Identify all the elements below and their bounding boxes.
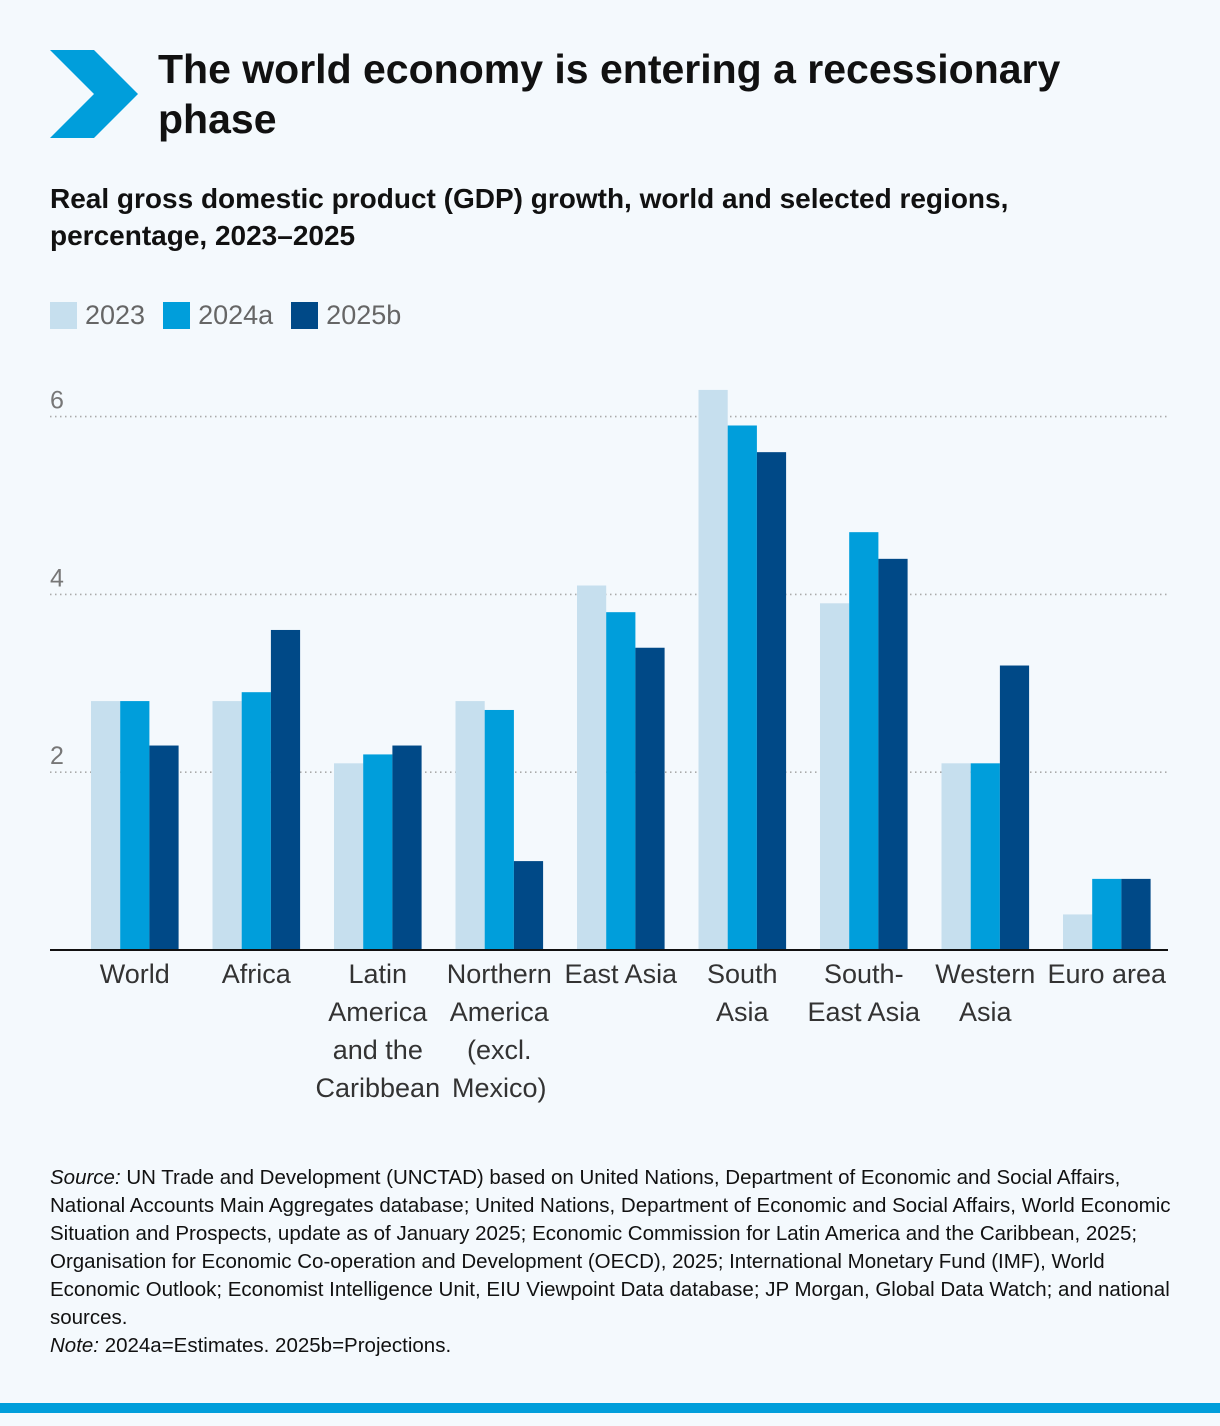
bar-2025b-2	[392, 745, 422, 950]
bar-2023-2	[334, 763, 364, 950]
x-tick-label-line: Africa	[222, 959, 292, 989]
source-text: UN Trade and Development (UNCTAD) based …	[50, 1166, 1171, 1329]
bar-2023-6	[820, 603, 850, 950]
bar-2024a-0	[120, 701, 150, 950]
x-tick-label-line: South-	[824, 959, 904, 989]
x-tick-label-line: Northern	[447, 959, 552, 989]
bar-2025b-4	[635, 647, 665, 950]
x-tick-label-line: South	[707, 959, 778, 989]
x-tick-label-line: Asia	[716, 997, 770, 1027]
bar-2024a-2	[363, 754, 393, 950]
bar-2025b-5	[756, 452, 787, 950]
legend-swatch-2023	[50, 302, 77, 329]
note: Note: 2024a=Estimates. 2025b=Projections…	[50, 1332, 1180, 1360]
legend-item-2024a: 2024a	[163, 300, 273, 331]
bar-2023-0	[91, 701, 121, 950]
x-tick-label-line: America	[450, 997, 550, 1027]
x-tick-label-line: Latin	[349, 959, 408, 989]
chart-subtitle: Real gross domestic product (GDP) growth…	[50, 183, 1009, 251]
bar-2024a-5	[727, 425, 757, 950]
legend-item-2023: 2023	[50, 300, 145, 331]
bar-2023-8	[1063, 914, 1093, 950]
bar-2024a-8	[1092, 878, 1122, 950]
bar-2025b-8	[1121, 878, 1151, 950]
bottom-accent-bar	[0, 1403, 1220, 1413]
x-tick-label-1: Africa	[222, 959, 292, 989]
bar-2025b-3	[513, 861, 544, 950]
x-tick-label-3: Northern America (excl. Mexico)	[447, 959, 552, 1103]
x-tick-label-line: Western	[935, 959, 1035, 989]
bar-2025b-1	[270, 629, 301, 950]
x-tick-label-line: and the	[333, 1035, 423, 1065]
bar-2024a-7	[970, 763, 1000, 950]
legend-label-2024a: 2024a	[198, 300, 274, 330]
legend-item-2025b: 2025b	[291, 300, 401, 331]
x-tick-label-line: World	[100, 959, 170, 989]
x-tick-label-0: World	[100, 959, 170, 989]
x-tick-label-line: East Asia	[808, 997, 922, 1027]
legend-label-2025b: 2025b	[326, 300, 402, 330]
x-tick-label-line: America	[328, 997, 428, 1027]
x-tick-label-6: South- East Asia	[808, 959, 922, 1027]
x-tick-label-7: Western Asia	[935, 959, 1035, 1027]
legend-label-2023: 2023	[85, 300, 146, 330]
chevron-right-icon	[50, 50, 138, 138]
source-note: Source: UN Trade and Development (UNCTAD…	[50, 1164, 1180, 1332]
bar-2024a-4	[606, 612, 636, 950]
legend-swatch-2025b	[291, 302, 319, 329]
bar-chart: 2 4 6 World Africa Latin America and the Caribbe…	[50, 387, 1168, 1103]
legend-swatch-2024a	[163, 302, 191, 329]
bar-2025b-7	[999, 665, 1030, 950]
bar-2023-1	[212, 701, 242, 950]
note-label: Note:	[50, 1334, 99, 1357]
bar-2023-5	[698, 389, 728, 950]
x-tick-label-line: Caribbean	[316, 1073, 441, 1103]
bar-2025b-6	[878, 558, 908, 950]
bar-2024a-6	[849, 532, 879, 950]
legend: 2023 2024a 2025b	[50, 300, 419, 331]
bar-2023-3	[455, 701, 485, 950]
x-tick-label-2: Latin America and the Caribbean	[316, 959, 441, 1103]
x-tick-label-line: Asia	[959, 997, 1013, 1027]
x-tick-label-line: East Asia	[565, 959, 679, 989]
x-tick-label-4: East Asia	[565, 959, 679, 989]
source-label: Source:	[50, 1166, 121, 1189]
x-tick-label-8: Euro area	[1048, 959, 1168, 989]
bar-2023-7	[941, 763, 971, 950]
x-tick-label-5: South Asia	[707, 959, 778, 1027]
note-text: 2024a=Estimates. 2025b=Projections.	[99, 1334, 452, 1357]
bar-2025b-0	[149, 745, 179, 950]
page-title: The world economy is entering a recessio…	[158, 46, 1061, 142]
x-tick-label-line: Mexico)	[452, 1073, 547, 1103]
x-tick-label-line: (excl.	[467, 1035, 532, 1065]
bar-2023-4	[577, 585, 607, 950]
x-tick-label-line: Euro area	[1048, 959, 1168, 989]
bar-2024a-1	[241, 692, 271, 950]
y-tick-label-2: 2	[50, 742, 64, 770]
bar-2024a-3	[484, 709, 514, 950]
y-tick-label-4: 4	[50, 564, 64, 592]
y-tick-label-6: 6	[50, 387, 64, 415]
footnote: Source: UN Trade and Development (UNCTAD…	[50, 1164, 1180, 1360]
